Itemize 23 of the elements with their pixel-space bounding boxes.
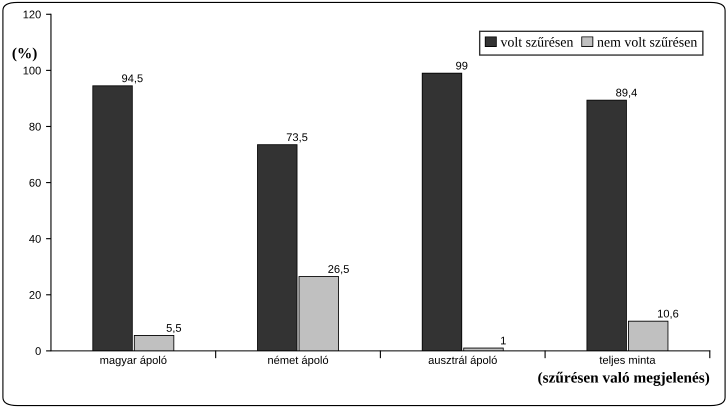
y-tick-label: 20 xyxy=(29,291,41,299)
x-tick-label: ausztrál ápoló xyxy=(428,356,497,366)
data-label: 99 xyxy=(456,62,468,70)
data-label: 89,4 xyxy=(616,88,637,98)
data-label: 94,5 xyxy=(122,74,143,84)
data-label: 26,5 xyxy=(328,265,349,274)
y-tick-label: 100 xyxy=(24,66,41,75)
data-label: 5,5 xyxy=(166,324,182,334)
data-label: 1 xyxy=(501,336,506,344)
legend-label: nem volt szűrésen xyxy=(597,36,698,47)
x-tick-label: magyar ápoló xyxy=(100,356,167,366)
data-label: 10,6 xyxy=(658,310,678,319)
x-axis-title: (szűrésen való megjelenés) xyxy=(538,372,710,386)
y-axis-title: (%) xyxy=(12,48,37,62)
legend-label: volt szűrésen xyxy=(500,36,574,47)
y-tick-label: 120 xyxy=(24,10,41,18)
y-tick-label: 0 xyxy=(35,347,41,356)
x-tick-label: német ápoló xyxy=(268,356,328,366)
x-tick-label: teljes minta xyxy=(600,356,656,366)
y-tick-label: 40 xyxy=(29,234,41,243)
y-tick-label: 60 xyxy=(29,178,41,187)
y-tick-label: 80 xyxy=(29,122,41,131)
data-label: 73,5 xyxy=(286,133,308,142)
